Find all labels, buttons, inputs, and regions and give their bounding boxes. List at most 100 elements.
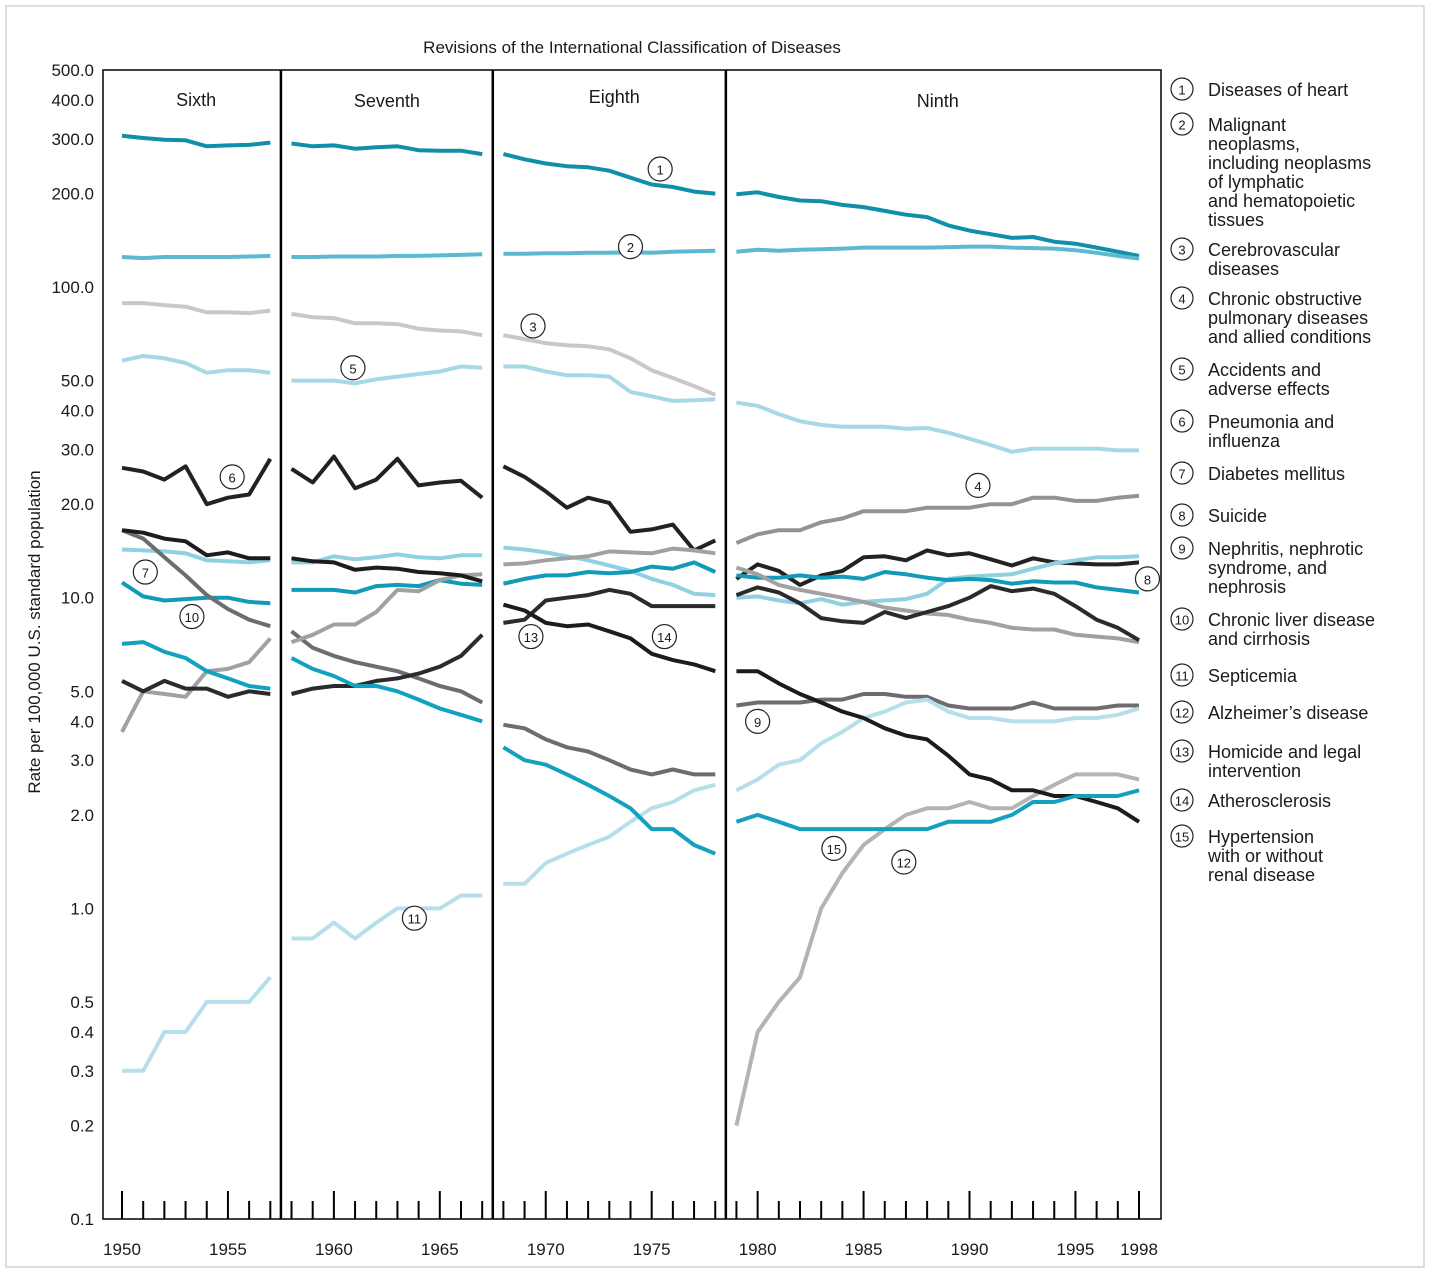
series-12-line-segment xyxy=(734,772,1140,1126)
series-9-line-segment xyxy=(736,692,1139,711)
legend-label-line: renal disease xyxy=(1208,865,1315,885)
series-marker-circle xyxy=(179,603,205,630)
series-marker-circle xyxy=(401,905,427,931)
y-tick-label: 0.5 xyxy=(70,993,94,1012)
legend-number-circle xyxy=(1170,409,1194,433)
y-tick-label: 100.0 xyxy=(51,278,94,297)
series-1-line-segment xyxy=(502,152,716,196)
series-9-line-segment xyxy=(503,722,716,777)
series-13-line-segment xyxy=(735,584,1141,642)
series-2-line-segment xyxy=(736,244,1140,261)
y-tick-label: 0.2 xyxy=(70,1116,94,1135)
series-marker-number: 10 xyxy=(185,610,199,625)
series-5-line-segment xyxy=(291,364,483,386)
series-13-line-segment xyxy=(121,678,271,699)
series-marker-14: 14 xyxy=(651,623,678,650)
legend-number: 6 xyxy=(1178,415,1185,430)
series-15-line-segment xyxy=(502,745,717,856)
legend-label-line: Atherosclerosis xyxy=(1208,791,1331,811)
series-marker-1: 1 xyxy=(647,156,673,182)
legend-item-11: 11 Septicemia xyxy=(1170,663,1298,687)
y-tick-label: 30.0 xyxy=(61,441,94,460)
legend-number: 8 xyxy=(1178,509,1185,524)
series-6-line-segment xyxy=(502,464,717,553)
legend-number-circle xyxy=(1170,739,1194,763)
legend-label-line: Hypertension xyxy=(1208,827,1314,847)
y-tick-label: 300.0 xyxy=(51,130,94,149)
legend-label-line: and hematopoietic xyxy=(1208,191,1355,211)
legend-number: 2 xyxy=(1178,118,1185,133)
series-marker-7: 7 xyxy=(132,559,158,585)
series-6-line-segment xyxy=(735,548,1140,587)
legend-number: 3 xyxy=(1178,243,1185,258)
legend-label-line: Diabetes mellitus xyxy=(1208,464,1345,484)
series-marker-8: 8 xyxy=(1134,566,1161,592)
series-13-line-segment xyxy=(503,587,716,625)
plot-frame xyxy=(102,69,1162,1220)
revision-labels: Sixth Seventh Eighth Ninth xyxy=(176,87,959,111)
series-marker-number: 11 xyxy=(408,912,422,927)
legend-number-circle xyxy=(1170,112,1194,136)
y-axis: 500.0 400.0 300.0 200.0 100.0 50.0 40.0 30.0 20.… xyxy=(51,61,94,1229)
series-marker-3: 3 xyxy=(520,313,546,339)
series-5-line-segment xyxy=(503,364,716,403)
series-11-line-segment xyxy=(503,782,716,886)
series-marker-number: 14 xyxy=(657,630,671,645)
series-10-line-segment xyxy=(503,546,716,567)
series-marker-15: 15 xyxy=(821,835,847,861)
series-marker-9: 9 xyxy=(745,708,771,734)
legend-number-circle xyxy=(1170,357,1194,381)
legend-number-circle xyxy=(1170,700,1194,724)
legend-label-line: with or without xyxy=(1207,846,1323,866)
series-marker-circle xyxy=(891,849,917,875)
series-14-line-segment xyxy=(291,556,483,584)
chart-title: Revisions of the International Classific… xyxy=(423,38,841,57)
series-marker-circle xyxy=(518,623,544,650)
legend-number: 9 xyxy=(1178,542,1185,557)
legend-label-line: tissues xyxy=(1208,210,1264,230)
x-tick-label: 1965 xyxy=(421,1240,459,1259)
legend-number-circle xyxy=(1170,788,1194,812)
series-4-line-segment xyxy=(735,493,1140,545)
series-11 xyxy=(122,697,1140,1073)
legend-item-12: 12 Alzheimer’s disease xyxy=(1170,700,1368,724)
series-2-line-segment xyxy=(291,252,483,259)
series-8-line-segment xyxy=(120,580,271,606)
legend-label-line: intervention xyxy=(1208,761,1301,781)
series-marker-2: 2 xyxy=(617,234,644,260)
legend-item-14: 14 Atherosclerosis xyxy=(1170,788,1331,812)
legend-label-line: diseases xyxy=(1208,259,1279,279)
series-6-line-segment xyxy=(290,454,484,500)
series-marker-number: 15 xyxy=(827,842,841,857)
legend-number: 7 xyxy=(1178,467,1185,482)
legend-number: 15 xyxy=(1175,830,1189,845)
series-marker-10: 10 xyxy=(179,603,205,630)
legend-label-line: of lymphatic xyxy=(1208,172,1304,192)
series-7-line-segment xyxy=(503,545,716,598)
series-marker-number: 7 xyxy=(142,566,149,581)
series-9 xyxy=(121,528,1139,777)
series-marker-circle xyxy=(617,234,644,260)
series-marker-circle xyxy=(821,835,847,861)
x-tick-label: 1998 xyxy=(1120,1240,1158,1259)
legend-label-line: neoplasms, xyxy=(1208,134,1300,154)
series-marker-number: 12 xyxy=(897,856,911,871)
series-11-line-segment xyxy=(735,697,1140,793)
legend-number: 11 xyxy=(1175,669,1189,684)
series-3-line-segment xyxy=(122,301,271,316)
x-axis: 1950 1955 1960 1965 1970 1975 1980 1985 1990 1995… xyxy=(103,1191,1158,1259)
series-15-line-segment xyxy=(290,656,483,724)
series-marker-number: 13 xyxy=(524,630,538,645)
y-tick-label: 4.0 xyxy=(70,712,94,731)
legend-number-circle xyxy=(1170,461,1194,485)
series-marker-circle xyxy=(745,708,771,734)
x-tick-label: 1980 xyxy=(739,1240,777,1259)
series-7-line-segment xyxy=(291,552,483,565)
series-1-line-segment xyxy=(291,141,483,157)
series-marker-circle xyxy=(1134,566,1161,592)
y-tick-label: 3.0 xyxy=(70,751,94,770)
